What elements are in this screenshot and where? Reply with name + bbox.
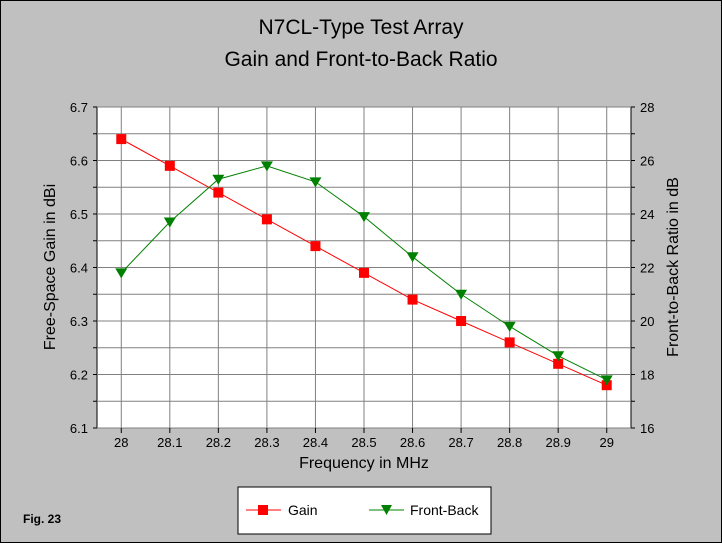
data-point-front-back (600, 375, 613, 386)
legend-gain-marker (258, 505, 268, 515)
x-tick-label: 28.1 (157, 435, 182, 450)
left-tick-label: 6.2 (70, 368, 88, 383)
x-tick-label: 28.5 (351, 435, 376, 450)
data-point-gain (164, 160, 175, 171)
left-tick-label: 6.3 (70, 314, 88, 329)
data-point-gain (456, 316, 467, 326)
right-tick-label: 20 (640, 314, 654, 329)
data-point-front-back (503, 321, 516, 332)
x-tick-label: 28.9 (546, 435, 571, 450)
legend-front-back-label: Front-Back (410, 502, 479, 518)
x-tick-label: 28.4 (303, 435, 328, 450)
data-point-front-back (163, 217, 176, 228)
right-tick-label: 26 (640, 154, 654, 169)
data-point-gain (310, 241, 321, 252)
y2-axis-label: Front-to-Back Ratio in dB (665, 177, 682, 357)
legend-gain-label: Gain (288, 502, 318, 518)
right-tick-label: 22 (640, 261, 654, 276)
left-tick-label: 6.7 (70, 100, 88, 115)
x-tick-label: 28.7 (448, 435, 473, 450)
x-tick-label: 28.2 (206, 435, 231, 450)
right-tick-label: 24 (640, 207, 654, 222)
y-axis-label: Free-Space Gain in dBi (42, 184, 59, 350)
data-point-gain (504, 337, 515, 348)
data-point-front-back (212, 174, 225, 185)
x-tick-label: 28.3 (254, 435, 279, 450)
left-tick-label: 6.1 (70, 421, 88, 436)
right-tick-label: 28 (640, 100, 654, 115)
data-point-front-back (552, 351, 565, 362)
left-tick-label: 6.6 (70, 154, 88, 169)
data-point-gain (116, 134, 127, 145)
series-layer (115, 134, 613, 391)
x-tick-label: 29 (599, 435, 613, 450)
right-tick-label: 18 (640, 368, 654, 383)
data-point-gain (213, 187, 224, 198)
data-point-front-back (115, 268, 128, 279)
data-point-front-back (358, 212, 370, 223)
left-tick-label: 6.5 (70, 207, 88, 222)
chart-subtitle: Gain and Front-to-Back Ratio (224, 48, 497, 71)
figure-label: Fig. 23 (23, 512, 62, 526)
data-point-front-back (309, 177, 322, 188)
x-axis-label: Frequency in MHz (299, 455, 429, 472)
chart-title: N7CL-Type Test Array (258, 16, 464, 39)
right-tick-label: 16 (640, 421, 654, 436)
data-point-front-back (455, 289, 468, 300)
x-tick-label: 28.6 (400, 435, 425, 450)
right-axis-ticks: 16 18 20 22 24 26 28 (631, 100, 654, 436)
data-point-gain (261, 214, 272, 225)
data-point-gain (407, 294, 418, 305)
x-tick-label: 28 (114, 435, 128, 450)
data-point-gain (553, 358, 564, 369)
grid-lines (97, 106, 631, 429)
legend-front-back-marker (381, 505, 392, 515)
data-point-front-back (260, 161, 273, 172)
x-tick-label: 28.8 (497, 435, 522, 450)
data-point-front-back (406, 252, 419, 263)
left-tick-label: 6.4 (70, 261, 88, 276)
data-point-gain (359, 267, 369, 278)
left-axis-ticks: 6.1 6.2 6.3 6.4 6.5 6.6 6.7 (70, 100, 97, 436)
x-axis-ticks: 28 28.1 28.2 28.3 28.4 28.5 28.6 28.7 28.8 28.9 29 (114, 428, 614, 450)
legend: Gain Front-Back (237, 486, 492, 535)
